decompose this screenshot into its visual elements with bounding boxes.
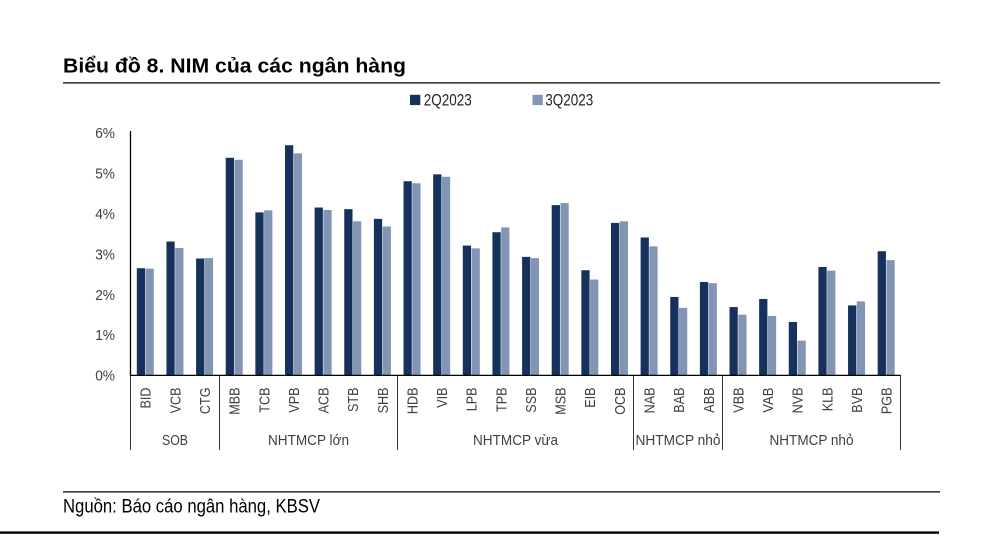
svg-text:VAB: VAB [760, 388, 777, 413]
svg-text:EIB: EIB [582, 388, 599, 408]
svg-text:HDB: HDB [404, 388, 421, 415]
svg-text:5%: 5% [95, 166, 115, 182]
svg-text:4%: 4% [95, 207, 115, 223]
svg-text:SOB: SOB [162, 432, 188, 449]
svg-text:MSB: MSB [553, 388, 570, 415]
svg-text:VIB: VIB [434, 388, 451, 408]
svg-text:Biểu đồ 8. NIM của các ngân hà: Biểu đồ 8. NIM của các ngân hàng [63, 55, 406, 78]
svg-text:3Q2023: 3Q2023 [545, 92, 593, 110]
svg-text:CTG: CTG [197, 388, 214, 415]
svg-text:2%: 2% [95, 288, 115, 304]
svg-text:1%: 1% [95, 328, 115, 344]
svg-text:TPB: TPB [493, 388, 510, 413]
svg-text:ACB: ACB [316, 388, 333, 414]
svg-text:NHTMCP lớn: NHTMCP lớn [268, 432, 349, 449]
svg-text:KLB: KLB [819, 388, 836, 412]
svg-text:NHTMCP nhỏ: NHTMCP nhỏ [770, 432, 854, 449]
svg-text:SHB: SHB [375, 388, 392, 414]
svg-text:MBB: MBB [227, 388, 244, 415]
svg-text:NAB: NAB [642, 388, 659, 414]
svg-text:SSB: SSB [523, 388, 540, 413]
svg-text:BID: BID [138, 387, 155, 408]
svg-text:NHTMCP vừa: NHTMCP vừa [473, 432, 559, 449]
svg-text:ABB: ABB [701, 388, 718, 413]
svg-text:NHTMCP nhỏ: NHTMCP nhỏ [636, 432, 721, 449]
svg-text:LPB: LPB [464, 388, 481, 412]
svg-text:6%: 6% [95, 126, 115, 142]
svg-text:Nguồn: Báo cáo ngân hàng, KBSV: Nguồn: Báo cáo ngân hàng, KBSV [63, 497, 320, 518]
svg-text:VBB: VBB [730, 388, 747, 413]
svg-text:OCB: OCB [612, 388, 629, 415]
svg-text:STB: STB [345, 388, 362, 413]
svg-text:3%: 3% [95, 247, 115, 263]
svg-text:0%: 0% [95, 369, 115, 385]
svg-text:PGB: PGB [879, 388, 896, 415]
svg-text:BAB: BAB [671, 388, 688, 413]
svg-text:BVB: BVB [849, 388, 866, 413]
svg-text:VPB: VPB [286, 388, 303, 413]
svg-text:VCB: VCB [167, 388, 184, 414]
svg-text:TCB: TCB [256, 388, 273, 413]
svg-text:NVB: NVB [790, 388, 807, 414]
svg-text:2Q2023: 2Q2023 [424, 92, 472, 110]
